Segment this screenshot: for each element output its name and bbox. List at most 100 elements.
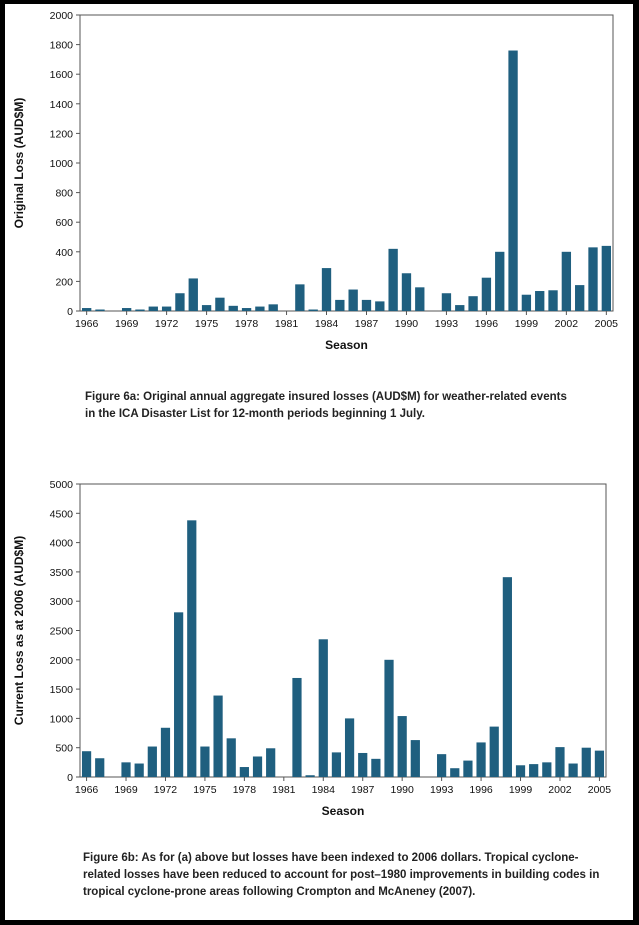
y-tick-label: 2000 bbox=[50, 655, 74, 667]
bar bbox=[481, 277, 492, 311]
y-tick-label: 3000 bbox=[50, 596, 74, 608]
bar bbox=[147, 746, 157, 777]
bar bbox=[308, 309, 318, 311]
y-axis-title: Current Loss as at 2006 (AUD$M) bbox=[12, 536, 26, 725]
bar bbox=[226, 738, 236, 777]
x-tick-label: 1987 bbox=[355, 318, 379, 330]
y-tick-label: 0 bbox=[67, 306, 73, 318]
figure-6b-caption: Figure 6b: As for (a) above but losses h… bbox=[83, 852, 600, 898]
bar bbox=[476, 742, 486, 777]
bar bbox=[213, 695, 223, 777]
bar bbox=[188, 278, 198, 311]
bar bbox=[95, 309, 105, 311]
x-tick-label: 1984 bbox=[312, 784, 336, 796]
bar bbox=[521, 294, 532, 311]
bar bbox=[468, 296, 478, 311]
bar bbox=[200, 746, 210, 777]
bar bbox=[410, 740, 420, 777]
bar bbox=[81, 751, 92, 777]
x-tick-label: 2002 bbox=[548, 784, 572, 796]
bar bbox=[252, 756, 263, 777]
chart-6b: 0 500 1000 1500 2000 2500 3000 3500 4000 4500 5000… bbox=[12, 479, 612, 818]
bar bbox=[187, 520, 197, 777]
bar bbox=[575, 285, 585, 311]
x-tick-label: 1969 bbox=[114, 784, 138, 796]
y-axis-title: Original Loss (AUD$M) bbox=[12, 98, 26, 229]
bar bbox=[401, 273, 412, 311]
bar bbox=[581, 747, 591, 777]
bar bbox=[228, 305, 238, 311]
bar bbox=[239, 767, 249, 777]
y-tick-label: 4500 bbox=[50, 508, 74, 520]
bar bbox=[134, 763, 144, 777]
bar bbox=[268, 304, 278, 311]
bar bbox=[321, 268, 332, 311]
x-tick-label: 1972 bbox=[155, 318, 179, 330]
bar bbox=[161, 306, 172, 311]
x-tick-label: 1966 bbox=[75, 784, 99, 796]
bar bbox=[415, 287, 425, 311]
x-tick-label: 1999 bbox=[509, 784, 533, 796]
x-tick-label: 1984 bbox=[315, 318, 339, 330]
y-tick-label: 1500 bbox=[50, 684, 74, 696]
y-tick-label: 5000 bbox=[50, 479, 74, 491]
bar bbox=[201, 305, 212, 311]
bar bbox=[437, 754, 447, 777]
x-axis-title: Season bbox=[325, 338, 368, 352]
bar bbox=[542, 762, 552, 777]
bar bbox=[121, 308, 132, 311]
figure-6a-caption: Figure 6a: Original annual aggregate ins… bbox=[85, 391, 567, 420]
bar bbox=[81, 308, 92, 311]
y-tick-label: 2500 bbox=[50, 626, 74, 638]
bar bbox=[489, 726, 499, 777]
x-tick-label: 1981 bbox=[275, 318, 299, 330]
x-tick-label: 1975 bbox=[193, 784, 217, 796]
bar bbox=[121, 762, 131, 777]
x-tick-label: 1993 bbox=[435, 318, 459, 330]
y-tick-label: 4000 bbox=[50, 538, 74, 550]
bar bbox=[561, 251, 572, 311]
y-tick-label: 1200 bbox=[50, 128, 74, 140]
figure-page: 0 200 400 600 800 1000 1200 1400 1600 1800 2000 196… bbox=[5, 4, 633, 920]
y-tick-label: 1400 bbox=[50, 99, 74, 111]
bar bbox=[463, 760, 473, 777]
bar bbox=[160, 727, 171, 777]
bar bbox=[535, 291, 545, 311]
bar bbox=[361, 299, 372, 311]
bar bbox=[555, 747, 565, 777]
x-tick-label: 1987 bbox=[351, 784, 375, 796]
bar bbox=[450, 768, 460, 777]
bar bbox=[318, 639, 328, 777]
bar bbox=[266, 748, 276, 777]
bar bbox=[601, 245, 612, 311]
y-tick-label: 400 bbox=[55, 247, 73, 259]
bar bbox=[292, 677, 302, 777]
bar bbox=[455, 305, 465, 311]
x-tick-label: 1990 bbox=[395, 318, 419, 330]
bar bbox=[305, 775, 315, 777]
bar bbox=[548, 290, 558, 311]
x-tick-label: 1969 bbox=[115, 318, 139, 330]
x-tick-label: 1981 bbox=[272, 784, 296, 796]
x-tick-label: 1972 bbox=[154, 784, 178, 796]
x-tick-label: 2005 bbox=[588, 784, 612, 796]
x-tick-label: 1996 bbox=[475, 318, 499, 330]
bar bbox=[508, 50, 518, 312]
bar bbox=[95, 758, 105, 777]
bar bbox=[241, 308, 252, 311]
x-tick-label: 1975 bbox=[195, 318, 219, 330]
bar bbox=[148, 306, 158, 311]
x-tick-label: 1999 bbox=[515, 318, 539, 330]
bar bbox=[375, 301, 385, 311]
bar bbox=[515, 765, 526, 777]
y-tick-label: 0 bbox=[67, 772, 73, 784]
x-tick-label: 1990 bbox=[390, 784, 414, 796]
x-tick-label: 1978 bbox=[235, 318, 259, 330]
x-axis-title: Season bbox=[322, 804, 365, 818]
x-tick-label: 1978 bbox=[233, 784, 257, 796]
y-tick-label: 3500 bbox=[50, 567, 74, 579]
bar bbox=[174, 612, 184, 777]
bar bbox=[295, 284, 305, 311]
bar bbox=[135, 309, 145, 311]
bar bbox=[348, 289, 358, 311]
